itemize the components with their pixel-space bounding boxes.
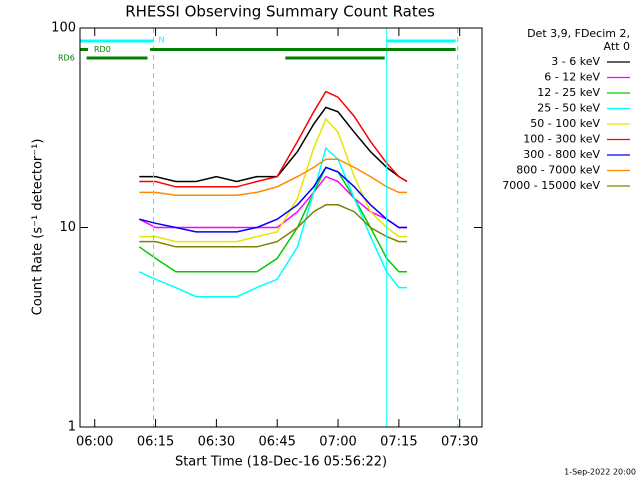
flag-label: RD0 bbox=[94, 45, 111, 54]
x-tick-label: 07:30 bbox=[441, 435, 478, 450]
footer: 1-Sep-2022 20:00 bbox=[564, 468, 636, 477]
flag-label: N bbox=[159, 36, 165, 45]
legend-title: Det 3,9, FDecim 2, bbox=[527, 27, 630, 40]
y-tick-label: 100 bbox=[51, 21, 76, 36]
legend-label: 12 - 25 keV bbox=[537, 86, 600, 99]
legend-label: 300 - 800 keV bbox=[523, 148, 600, 161]
x-tick-label: 06:45 bbox=[258, 435, 295, 450]
legend-label: 100 - 300 keV bbox=[523, 133, 600, 146]
series-line bbox=[139, 158, 407, 197]
legend-label: 7000 - 15000 keV bbox=[502, 179, 600, 192]
series-line bbox=[138, 166, 407, 273]
x-tick-label: 07:00 bbox=[319, 435, 356, 450]
legend-title: Att 0 bbox=[604, 40, 630, 53]
series-line bbox=[139, 166, 407, 233]
legend-label: 800 - 7000 keV bbox=[516, 164, 600, 177]
series-line bbox=[139, 204, 407, 248]
series-line bbox=[139, 117, 407, 243]
plot-frame bbox=[79, 27, 483, 428]
x-axis-label: Start Time (18-Dec-16 05:56:22) bbox=[175, 455, 387, 470]
series-line bbox=[139, 90, 408, 188]
legend-label: 3 - 6 keV bbox=[551, 55, 600, 68]
legend-label: 6 - 12 keV bbox=[544, 71, 600, 84]
x-tick-label: 07:15 bbox=[380, 435, 417, 450]
series-line bbox=[138, 175, 407, 229]
x-tick-label: 06:00 bbox=[76, 435, 113, 450]
series-line bbox=[139, 106, 408, 183]
series-line bbox=[138, 146, 407, 298]
y-tick-label: 1 bbox=[68, 420, 76, 435]
flag-label: RD6 bbox=[58, 54, 75, 63]
chart-title: RHESSI Observing Summary Count Rates bbox=[125, 3, 435, 21]
y-tick-label: 10 bbox=[59, 220, 76, 235]
x-tick-label: 06:15 bbox=[137, 435, 174, 450]
legend-label: 25 - 50 keV bbox=[537, 102, 600, 115]
x-tick-label: 06:30 bbox=[198, 435, 235, 450]
legend-label: 50 - 100 keV bbox=[530, 117, 600, 130]
y-axis-label: Count Rate (s⁻¹ detector⁻¹) bbox=[31, 139, 46, 316]
